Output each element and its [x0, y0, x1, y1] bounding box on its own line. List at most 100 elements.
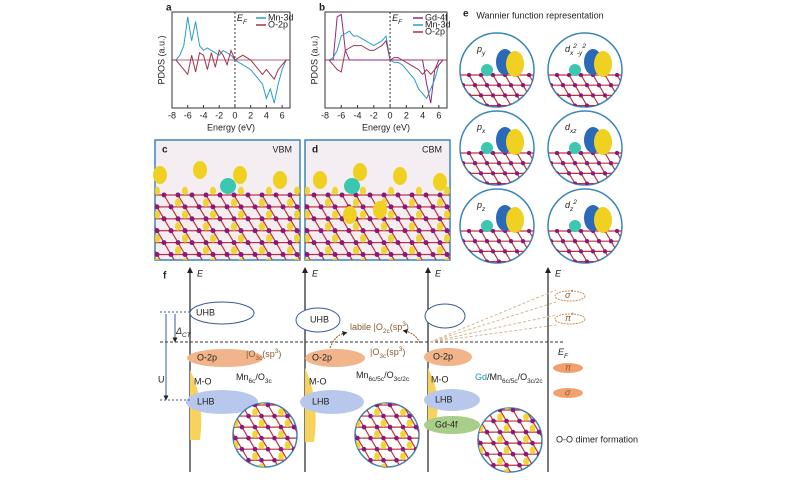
- bond: [150, 266, 157, 278]
- orbital-lobe: [506, 51, 524, 77]
- atom: [355, 413, 360, 419]
- atom: [374, 424, 380, 430]
- orbital-label-part: d: [565, 44, 571, 54]
- bond: [616, 251, 622, 262]
- fermi-label-part: E: [237, 13, 244, 23]
- atom: [504, 462, 509, 468]
- atom: [259, 240, 265, 246]
- atom: [560, 259, 566, 263]
- bond: [538, 453, 542, 466]
- atom: [554, 150, 560, 156]
- atom: [490, 150, 496, 156]
- atom: [278, 446, 284, 452]
- atom: [514, 93, 520, 98]
- atom: [530, 440, 535, 446]
- bond: [429, 471, 436, 480]
- atom: [246, 413, 251, 419]
- bond: [635, 262, 641, 272]
- panel-tag: VBM: [272, 144, 292, 154]
- charge-density: [381, 270, 387, 278]
- bond: [529, 272, 535, 282]
- orbital-label: dx2-y2: [565, 43, 586, 57]
- atom: [224, 204, 230, 210]
- band-label: O-2p: [433, 351, 453, 361]
- atom: [196, 204, 202, 210]
- atom: [458, 204, 463, 209]
- band-label: M-O: [431, 374, 449, 384]
- charge-density: [436, 198, 444, 207]
- atom: [555, 114, 559, 118]
- x-axis-label: Energy (eV): [362, 122, 410, 132]
- atom: [465, 192, 470, 197]
- atom: [349, 469, 354, 474]
- charge-density: [332, 258, 338, 260]
- charge-density: [155, 258, 160, 260]
- band-label: Gd-4f: [435, 419, 458, 429]
- atom: [517, 462, 522, 468]
- atom: [305, 228, 310, 234]
- charge-density: [529, 424, 536, 433]
- atom: [543, 114, 547, 118]
- orbital-label-part: d: [565, 122, 571, 132]
- bond: [610, 105, 618, 107]
- atom: [210, 204, 216, 210]
- band-label: UHB: [196, 307, 215, 317]
- bond: [541, 75, 547, 85]
- atom: [524, 474, 529, 479]
- atom: [332, 276, 337, 281]
- bond: [461, 278, 468, 290]
- atom: [614, 150, 620, 156]
- atom: [147, 240, 152, 245]
- atom: [367, 264, 372, 269]
- atom: [220, 178, 236, 194]
- atom: [467, 114, 471, 118]
- bond: [535, 85, 541, 95]
- atom: [633, 181, 637, 185]
- atom: [182, 228, 188, 234]
- atom: [388, 251, 394, 258]
- atom: [245, 192, 251, 198]
- atom: [510, 429, 516, 435]
- charge-density: [237, 210, 245, 219]
- orbital-lobe: [594, 129, 612, 155]
- charge-density: [387, 234, 395, 243]
- charge-density: [252, 430, 258, 439]
- charge-density: [181, 234, 189, 243]
- atom: [294, 251, 300, 258]
- orbital-label-part: 2: [581, 43, 586, 50]
- atom: [532, 259, 534, 263]
- x-axis-label: Energy (eV): [207, 122, 255, 132]
- bond: [623, 85, 629, 95]
- atom: [543, 192, 547, 196]
- dimer-lines: [429, 289, 557, 343]
- bond: [426, 266, 433, 278]
- bond: [535, 262, 541, 272]
- atom: [367, 240, 373, 246]
- bond: [283, 278, 290, 290]
- atom: [472, 239, 478, 244]
- atom: [239, 446, 245, 452]
- atom: [484, 408, 490, 413]
- bond: [635, 85, 641, 95]
- atom: [353, 192, 359, 198]
- charge-density: [230, 222, 238, 231]
- atom: [455, 270, 459, 274]
- bond: [617, 116, 623, 126]
- orbital-label: px: [476, 122, 486, 135]
- atom: [614, 72, 620, 78]
- charge-density: [400, 408, 406, 417]
- atom: [395, 240, 401, 246]
- atom: [566, 150, 572, 156]
- atom: [182, 251, 188, 258]
- charge-density: [252, 408, 258, 417]
- charge-density: [294, 258, 300, 260]
- bond: [325, 278, 332, 290]
- atom: [175, 264, 180, 269]
- x-tick-label: 6: [280, 110, 285, 120]
- level-label: σ: [565, 387, 571, 397]
- atom: [596, 83, 602, 88]
- atom: [466, 171, 472, 176]
- atom: [627, 73, 631, 77]
- atom: [381, 192, 387, 198]
- atom: [409, 192, 415, 198]
